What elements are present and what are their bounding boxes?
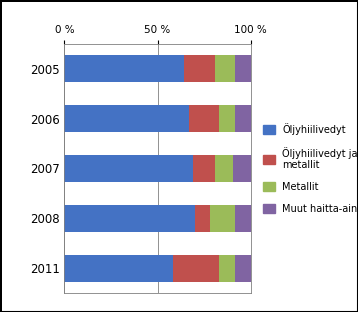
Bar xyxy=(193,155,215,182)
Bar xyxy=(189,105,219,132)
Bar xyxy=(64,205,194,232)
Bar xyxy=(235,105,251,132)
Bar xyxy=(173,255,219,282)
Bar xyxy=(210,205,235,232)
Bar xyxy=(194,205,210,232)
Bar xyxy=(233,155,251,182)
Bar xyxy=(235,55,251,82)
Bar xyxy=(215,155,233,182)
Bar xyxy=(64,155,193,182)
Bar xyxy=(215,55,235,82)
Bar xyxy=(64,105,189,132)
Bar xyxy=(235,255,251,282)
Bar xyxy=(235,205,251,232)
Bar xyxy=(219,255,235,282)
Bar xyxy=(64,255,173,282)
Bar xyxy=(219,105,235,132)
Bar xyxy=(64,55,184,82)
Bar xyxy=(184,55,215,82)
Legend: Öljyhiilivedyt, Öljyhiilivedyt ja
metallit, Metallit, Muut haitta-aineet: Öljyhiilivedyt, Öljyhiilivedyt ja metall… xyxy=(263,123,358,214)
